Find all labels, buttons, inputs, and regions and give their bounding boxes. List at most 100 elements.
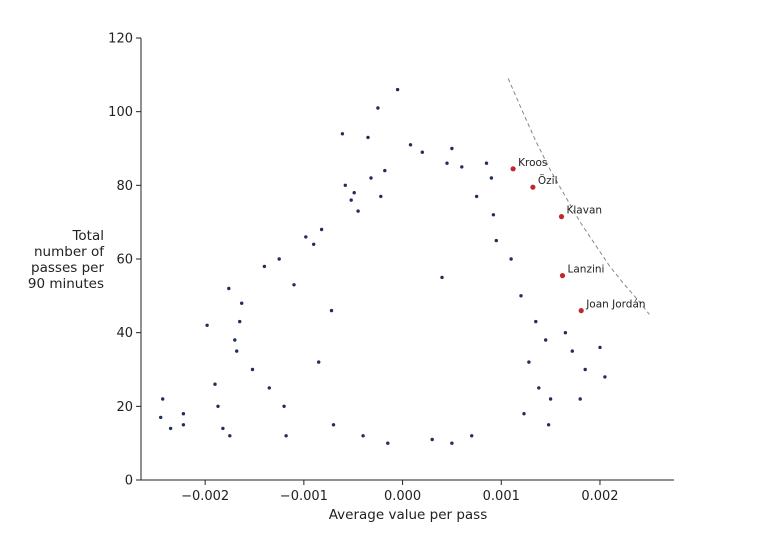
highlighted-point	[559, 273, 566, 279]
data-point	[228, 434, 232, 438]
data-point	[450, 146, 454, 151]
highlighted-point	[510, 166, 516, 172]
y-axis-label-line-4: 90 minutes	[28, 276, 104, 292]
data-point	[343, 183, 347, 187]
data-point	[470, 434, 474, 438]
data-point	[238, 319, 242, 324]
y-tick-label: 100	[108, 105, 133, 120]
x-axis-ticks: −0.002 −0.001 0.000 0.001 0.002	[181, 480, 619, 504]
x-tick-label: 0.002	[581, 489, 618, 504]
data-point	[379, 194, 383, 199]
x-tick-label: −0.001	[280, 489, 328, 504]
data-point	[159, 415, 163, 420]
x-tick-label: 0.000	[384, 489, 421, 504]
data-point	[544, 338, 548, 342]
player-label: Özil	[538, 174, 558, 187]
data-point	[262, 264, 267, 269]
y-axis-ticks: 0 20 40 60 80 100 120	[108, 32, 141, 489]
player-label: Klavan	[567, 205, 603, 217]
data-point	[369, 176, 373, 180]
data-point	[546, 423, 551, 427]
data-point	[578, 397, 582, 401]
data-point	[331, 423, 336, 427]
y-tick-label: 20	[116, 400, 133, 415]
data-point	[474, 194, 479, 199]
data-point	[386, 441, 390, 445]
highlight-layer: Kroos Özil Klavan Lanzini Joan Jordán	[510, 157, 646, 314]
data-point	[216, 404, 220, 408]
data-point	[361, 434, 365, 438]
y-axis-label-line-2: number of	[34, 244, 105, 260]
data-point	[312, 242, 316, 246]
data-point	[583, 367, 587, 372]
data-point	[537, 386, 541, 390]
data-point	[570, 349, 574, 353]
highlighted-point	[558, 214, 565, 220]
data-point	[519, 294, 523, 298]
player-label: Kroos	[518, 157, 547, 169]
data-point	[319, 227, 324, 232]
data-point	[240, 301, 244, 305]
data-point	[181, 423, 186, 427]
data-point	[450, 441, 454, 445]
points-layer	[159, 87, 607, 445]
highlighted-point	[530, 184, 536, 190]
y-tick-label: 0	[125, 474, 133, 489]
data-point	[235, 349, 239, 353]
data-point	[267, 386, 271, 390]
data-point	[395, 87, 400, 92]
data-point	[349, 198, 353, 202]
data-point	[366, 135, 370, 140]
data-point	[304, 235, 308, 239]
frontier-curve	[507, 78, 650, 315]
data-point	[352, 191, 356, 195]
data-point	[440, 275, 444, 280]
data-point	[484, 161, 489, 165]
data-point	[181, 412, 186, 416]
data-point	[277, 257, 281, 261]
data-point	[527, 360, 531, 364]
x-axis-label: Average value per pass	[329, 507, 488, 523]
data-point	[292, 283, 296, 287]
data-point	[509, 257, 513, 261]
y-tick-label: 80	[116, 179, 133, 194]
data-point	[168, 426, 173, 431]
y-axis-label-line-3: passes per	[31, 260, 104, 276]
data-point	[284, 434, 288, 438]
data-point	[205, 323, 209, 327]
data-point	[603, 375, 607, 379]
data-point	[356, 209, 360, 213]
x-tick-label: 0.001	[483, 489, 520, 504]
data-point	[250, 367, 255, 372]
data-point	[329, 308, 334, 313]
data-point	[491, 213, 496, 217]
data-point	[430, 437, 434, 442]
data-point	[383, 168, 387, 173]
data-point	[340, 132, 345, 136]
data-point	[213, 382, 217, 386]
data-point	[460, 165, 464, 169]
data-point	[408, 143, 413, 147]
data-point	[563, 331, 568, 335]
y-axis-label-line-1: Total	[71, 228, 104, 244]
data-point	[598, 345, 602, 350]
player-label: Joan Jordán	[585, 299, 645, 311]
data-point	[489, 176, 494, 180]
highlighted-point	[578, 308, 584, 314]
data-point	[522, 412, 526, 416]
data-point	[233, 338, 237, 342]
y-tick-label: 40	[116, 326, 133, 341]
data-point	[494, 238, 498, 243]
y-tick-label: 60	[116, 253, 133, 268]
data-point	[227, 286, 231, 291]
data-point	[317, 360, 321, 364]
data-point	[161, 397, 165, 401]
data-point	[534, 319, 538, 324]
y-tick-label: 120	[108, 32, 133, 47]
data-point	[221, 426, 225, 431]
data-point	[376, 106, 380, 110]
data-point	[420, 150, 424, 154]
data-point	[445, 161, 449, 165]
x-tick-label: −0.002	[181, 489, 229, 504]
